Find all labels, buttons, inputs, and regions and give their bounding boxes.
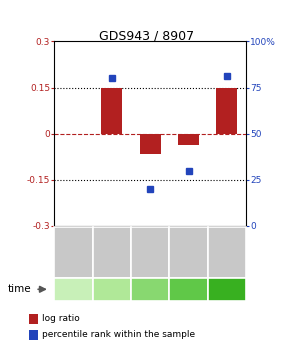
Text: 0 d: 0 d (66, 285, 81, 294)
Text: 14 d: 14 d (217, 285, 237, 294)
Bar (139, 134, 161, 154)
Text: GSM13761: GSM13761 (184, 231, 193, 273)
Bar (101, 88, 122, 134)
Text: GDS943 / 8907: GDS943 / 8907 (99, 30, 194, 43)
Bar (178, 134, 199, 145)
Text: GSM13759: GSM13759 (146, 231, 155, 273)
Text: percentile rank within the sample: percentile rank within the sample (42, 331, 196, 339)
Text: 4 d: 4 d (143, 285, 157, 294)
Text: GSM13757: GSM13757 (107, 231, 116, 273)
Text: GSM13755: GSM13755 (69, 231, 78, 273)
Text: 6 d: 6 d (181, 285, 196, 294)
Text: GSM13763: GSM13763 (222, 231, 231, 273)
Text: 1 d: 1 d (105, 285, 119, 294)
Bar (216, 88, 238, 134)
Text: log ratio: log ratio (42, 314, 80, 323)
Text: time: time (7, 284, 31, 294)
